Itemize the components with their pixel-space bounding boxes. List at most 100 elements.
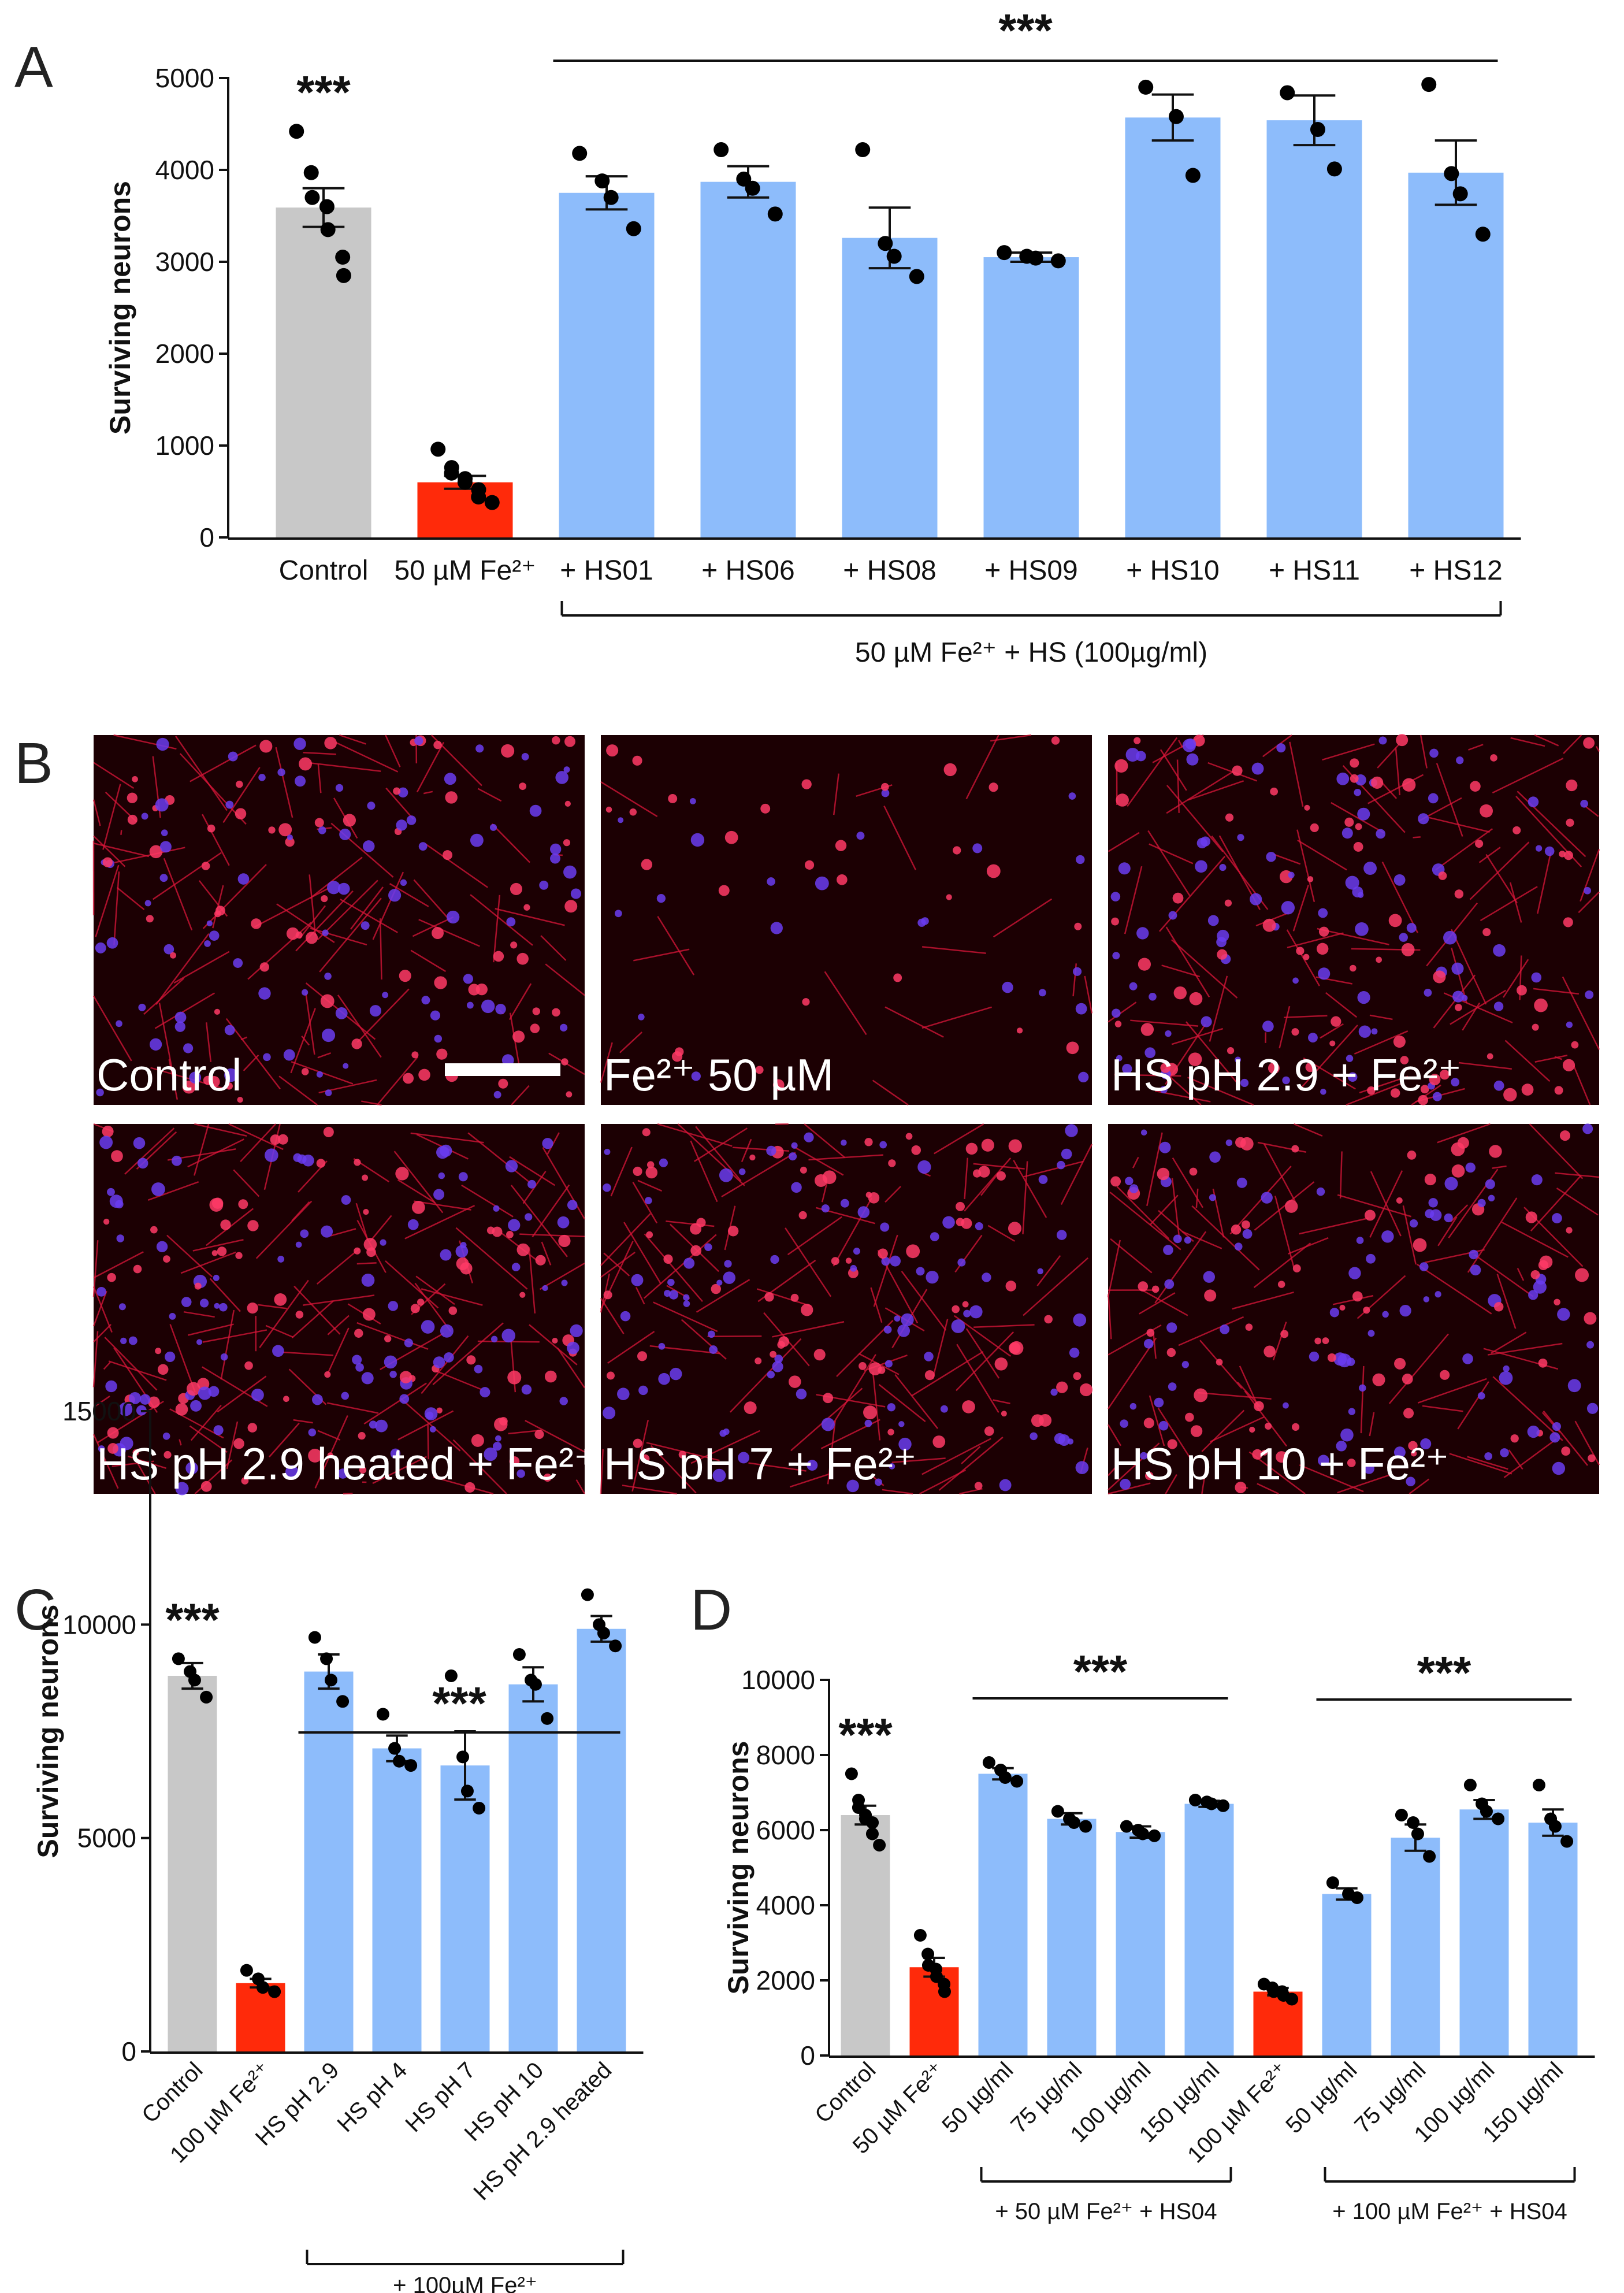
- neurite: [1272, 1322, 1287, 1361]
- neurite: [1417, 1378, 1487, 1404]
- neurite: [540, 935, 567, 961]
- cell-body: [1336, 772, 1350, 785]
- neurite: [255, 1200, 313, 1259]
- neurite: [95, 864, 120, 937]
- cell-body: [1329, 1040, 1336, 1047]
- cell-body: [316, 1159, 326, 1168]
- cell-body: [561, 1058, 568, 1066]
- cell-body: [831, 1257, 839, 1266]
- cell-body: [521, 1384, 532, 1395]
- cell-body: [1533, 1280, 1547, 1294]
- data-point: [444, 465, 459, 481]
- neurite: [1537, 852, 1552, 914]
- cell-body: [458, 1172, 468, 1182]
- neurite: [556, 1347, 586, 1389]
- neurite: [1149, 843, 1194, 864]
- cell-body: [1480, 804, 1493, 818]
- neurite: [623, 1222, 662, 1285]
- cell-body: [463, 974, 473, 984]
- neurite: [1187, 1077, 1254, 1106]
- cell-body: [1231, 1225, 1242, 1235]
- cell-body: [1125, 748, 1140, 762]
- cell-body: [1250, 893, 1262, 906]
- cell-body: [659, 1158, 668, 1167]
- cell-body: [1172, 892, 1184, 904]
- cell-body: [354, 1329, 363, 1338]
- cell-body: [563, 865, 577, 879]
- cell-body: [1072, 967, 1082, 976]
- data-point: [388, 1742, 402, 1755]
- group-label: 50 µM Fe²⁺ + HS (100µg/ml): [855, 637, 1207, 668]
- cell-body: [603, 1183, 611, 1192]
- neurite: [421, 1335, 469, 1394]
- y-tick-label: 15000: [62, 1396, 136, 1426]
- cell-body: [324, 737, 337, 750]
- cell-body: [194, 1282, 202, 1290]
- cell-body: [560, 1023, 568, 1032]
- neurite: [1450, 1204, 1469, 1223]
- neurite: [519, 1233, 585, 1237]
- cell-body: [1348, 1267, 1361, 1279]
- cell-body: [444, 1352, 454, 1363]
- cell-body: [940, 1405, 948, 1413]
- cell-body: [519, 1292, 526, 1298]
- neurite: [990, 734, 1032, 742]
- cell-body: [1318, 967, 1331, 980]
- neurite: [511, 1085, 530, 1105]
- neurite: [600, 1251, 636, 1278]
- cell-body: [1318, 926, 1329, 937]
- data-point: [460, 1784, 474, 1798]
- neurite: [1108, 1442, 1160, 1491]
- cell-body: [105, 1380, 117, 1393]
- neurite: [1153, 1332, 1157, 1359]
- data-point: [1532, 1779, 1545, 1791]
- neurite: [509, 1156, 556, 1186]
- cell-body: [1038, 1175, 1048, 1184]
- neurite: [1172, 1157, 1204, 1208]
- neurite: [1289, 741, 1304, 807]
- neurite: [293, 1285, 341, 1335]
- cell-body: [170, 952, 177, 959]
- bar: [983, 257, 1079, 537]
- cell-body: [875, 1478, 882, 1486]
- cell-body: [1517, 985, 1527, 996]
- cell-body: [552, 1008, 560, 1017]
- cell-body: [510, 882, 522, 895]
- cell-body: [1209, 1194, 1216, 1201]
- neurite: [1534, 734, 1559, 747]
- neurite: [1108, 1001, 1137, 1023]
- cell-body: [323, 1126, 334, 1137]
- cell-body: [1500, 1448, 1509, 1457]
- neurite: [455, 1227, 528, 1290]
- x-tick-label: 50 µM Fe²⁺: [394, 555, 536, 586]
- cell-body: [181, 1297, 192, 1307]
- cell-body: [116, 1020, 122, 1027]
- data-point: [865, 1827, 879, 1841]
- cell-body: [174, 1011, 187, 1023]
- neurite: [187, 1138, 244, 1168]
- neurite: [166, 1234, 213, 1278]
- cell-body: [774, 1355, 783, 1363]
- x-tick-label: + HS09: [984, 555, 1077, 586]
- cell-body: [163, 1450, 172, 1459]
- cell-body: [107, 1272, 116, 1282]
- data-point: [1548, 1820, 1562, 1833]
- cell-body: [1254, 1401, 1264, 1412]
- y-tick-label: 10000: [62, 1609, 136, 1639]
- cell-body: [542, 1138, 553, 1149]
- neurite: [1573, 1065, 1591, 1105]
- cell-body: [203, 1075, 213, 1085]
- neurite: [385, 1260, 439, 1309]
- neurite: [385, 734, 401, 767]
- cell-body: [1584, 886, 1592, 895]
- cell-body: [507, 1370, 522, 1385]
- cell-body: [1190, 1425, 1203, 1437]
- cell-body: [1030, 1432, 1038, 1441]
- neurite: [397, 1410, 454, 1441]
- cell-body: [1552, 1461, 1566, 1475]
- cell-body: [564, 736, 575, 747]
- x-tick-label: 50 µg/ml: [1281, 2057, 1362, 2138]
- cell-body: [1424, 1174, 1436, 1186]
- cell-body: [106, 937, 118, 949]
- y-tick-label: 0: [121, 2036, 136, 2066]
